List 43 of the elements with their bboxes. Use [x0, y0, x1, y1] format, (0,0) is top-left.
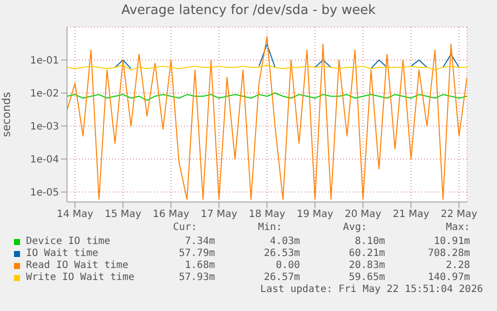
- text: Last update: Fri May 22 15:51:04 2026: [260, 284, 483, 295]
- text: 59.65m: [348, 272, 385, 283]
- x-tick-label: 22 May: [440, 209, 478, 220]
- x-tick-label: 16 May: [152, 209, 190, 220]
- text: 0.00: [274, 260, 300, 271]
- x-tick-label: 20 May: [344, 209, 382, 220]
- text: 708.28m: [426, 248, 470, 259]
- legend-label: Read IO Wait time: [26, 260, 128, 271]
- x-tick-label: 17 May: [200, 209, 238, 220]
- x-tick-label: 18 May: [248, 209, 286, 220]
- text: 140.97m: [426, 272, 470, 283]
- x-tick-label: 15 May: [104, 209, 142, 220]
- y-tick-label: 1e-02: [30, 88, 59, 100]
- chart-title: Average latency for /dev/sda - by week: [120, 3, 377, 18]
- y-tick-label: 1e-03: [30, 122, 59, 133]
- x-tick-label: 19 May: [296, 209, 334, 220]
- line-series: [67, 36, 467, 200]
- text: 26.53m: [262, 248, 300, 259]
- y-tick-label: 1e-05: [30, 188, 59, 199]
- text: 10.91m: [432, 236, 470, 247]
- text: 4.03m: [268, 236, 300, 247]
- text: 1.68m: [184, 260, 215, 271]
- line-series: [67, 92, 467, 101]
- text: 7.34m: [184, 236, 215, 247]
- text: 26.57m: [262, 272, 300, 283]
- y-axis-title: seconds: [0, 92, 13, 137]
- text: 2.28: [444, 260, 470, 271]
- text: 8.10m: [354, 236, 385, 247]
- y-tick-label: 1e-04: [30, 154, 59, 166]
- text: 20.83m: [348, 260, 385, 271]
- x-tick-label: 14 May: [56, 209, 94, 220]
- x-tick-label: 21 May: [392, 209, 430, 220]
- text: Cur:: [172, 222, 198, 233]
- text: Max:: [444, 222, 470, 233]
- y-tick-label: 1e-01: [30, 56, 59, 67]
- legend-label: Write IO Wait time: [26, 272, 134, 283]
- text: 57.79m: [178, 248, 215, 259]
- text: 57.93m: [178, 272, 215, 283]
- text: Min:: [256, 222, 284, 233]
- legend-label: Device IO time: [26, 236, 110, 247]
- legend-label: IO Wait time: [26, 248, 98, 259]
- text: 60.21m: [348, 248, 385, 259]
- text: Avg:: [342, 222, 368, 233]
